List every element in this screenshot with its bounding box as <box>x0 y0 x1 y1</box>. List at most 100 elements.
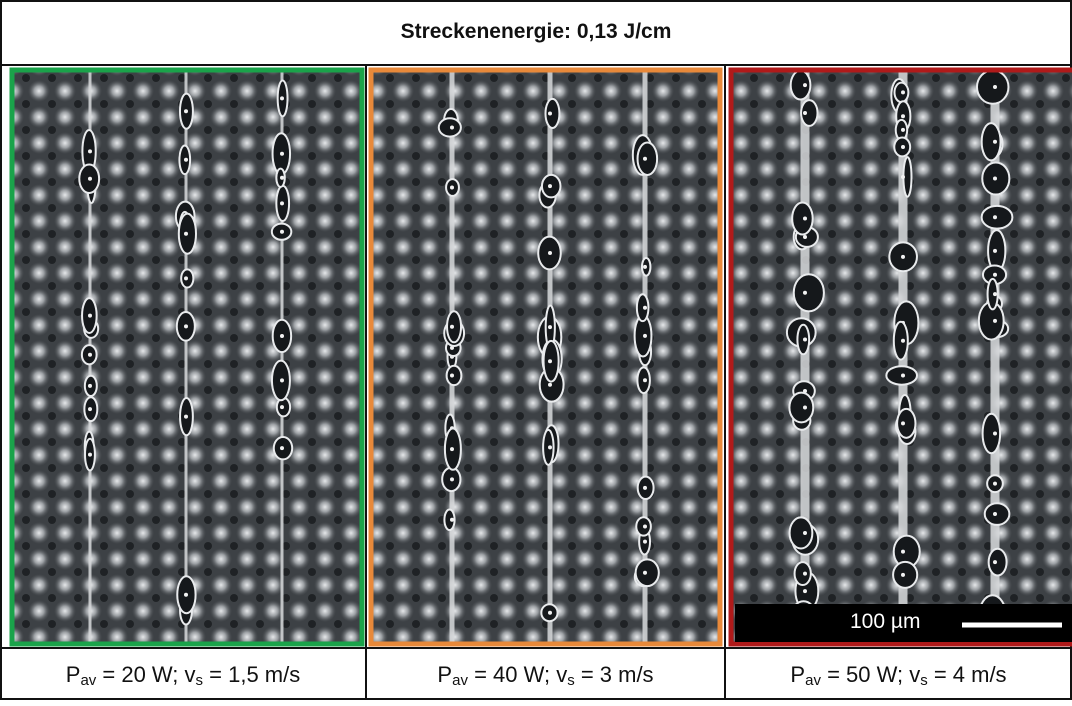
weld-feature <box>643 486 647 490</box>
weld-feature <box>993 140 997 144</box>
weld-feature <box>985 503 1010 525</box>
weld-feature <box>982 123 1001 160</box>
weld-feature <box>803 589 807 593</box>
caption: Pav = 40 W; vs = 3 m/s <box>366 650 725 700</box>
caption-subscript: av <box>80 672 96 689</box>
weld-feature <box>803 291 807 295</box>
weld-feature <box>993 560 997 564</box>
caption-subscript: s <box>920 672 928 689</box>
weld-feature <box>993 249 997 253</box>
weld-feature <box>280 378 284 382</box>
weld-feature <box>280 96 284 100</box>
weld-feature <box>993 273 997 277</box>
weld-feature <box>280 176 284 180</box>
weld-feature <box>803 572 807 576</box>
weld-feature <box>450 125 454 129</box>
weld-feature <box>548 251 552 255</box>
caption-part: = 4 m/s <box>928 662 1007 687</box>
weld-feature <box>643 306 647 310</box>
weld-feature <box>184 324 188 328</box>
weld-feature <box>184 593 188 597</box>
weld-feature <box>901 90 905 94</box>
weld-feature <box>803 531 807 535</box>
figure-graphics <box>0 0 1072 700</box>
weld-feature <box>982 206 1013 229</box>
weld-feature <box>993 319 997 323</box>
weld-feature <box>280 334 284 338</box>
weld-feature <box>88 149 92 153</box>
weld-feature <box>643 157 647 161</box>
weld-feature <box>897 409 915 438</box>
weld-feature <box>993 85 997 89</box>
weld-feature <box>901 145 905 149</box>
weld-feature <box>184 158 188 162</box>
weld-feature <box>450 447 454 451</box>
weld-feature <box>893 562 917 588</box>
weld-feature <box>643 378 647 382</box>
weld-feature <box>450 518 454 522</box>
weld-feature <box>184 232 188 236</box>
weld-feature <box>548 383 552 387</box>
figure: Streckenenergie: 0,13 J/cm Pav = 20 W; v… <box>0 0 1072 700</box>
weld-feature <box>450 373 454 377</box>
weld-feature <box>901 175 905 179</box>
weld-feature <box>789 393 813 423</box>
weld-feature <box>803 216 807 220</box>
weld-feature <box>548 611 552 615</box>
caption-subscript: av <box>452 672 468 689</box>
caption-subscript: av <box>805 672 821 689</box>
weld-feature <box>901 339 905 343</box>
weld-feature <box>901 128 905 132</box>
caption-part: = 1,5 m/s <box>203 662 300 687</box>
weld-feature <box>901 573 905 577</box>
scale-bar-label: 100 µm <box>850 610 920 634</box>
weld-feature <box>280 201 284 205</box>
weld-feature <box>791 71 811 100</box>
weld-feature <box>643 540 647 544</box>
weld-feature <box>88 453 92 457</box>
weld-feature <box>280 230 284 234</box>
weld-feature <box>548 445 552 449</box>
weld-feature <box>993 215 997 219</box>
caption-part: = 20 W; v <box>96 662 195 687</box>
figure-title: Streckenenergie: 0,13 J/cm <box>0 0 1072 64</box>
weld-feature <box>184 276 188 280</box>
weld-feature <box>450 477 454 481</box>
caption-part: = 40 W; v <box>468 662 567 687</box>
weld-feature <box>548 184 552 188</box>
caption-subscript: s <box>196 672 204 689</box>
weld-feature <box>548 359 552 363</box>
weld-feature <box>280 405 284 409</box>
weld-feature <box>548 325 552 329</box>
weld-feature <box>977 70 1008 103</box>
weld-feature <box>546 99 560 128</box>
weld-feature <box>803 406 807 410</box>
weld-feature <box>983 414 1001 454</box>
caption-part: P <box>437 662 452 687</box>
weld-feature <box>450 325 454 329</box>
weld-feature <box>901 114 905 118</box>
weld-feature <box>792 203 813 235</box>
weld-feature <box>993 482 997 486</box>
weld-feature <box>794 274 824 311</box>
weld-feature <box>795 562 811 585</box>
weld-feature <box>643 524 647 528</box>
caption-subscript: s <box>567 672 575 689</box>
weld-feature <box>447 311 461 342</box>
weld-feature <box>88 407 92 411</box>
weld-feature <box>894 322 908 360</box>
weld-feature <box>790 517 813 548</box>
weld-feature <box>184 415 188 419</box>
weld-feature <box>636 559 659 586</box>
caption: Pav = 50 W; vs = 4 m/s <box>725 650 1072 700</box>
weld-feature <box>989 549 1007 576</box>
weld-feature <box>643 571 647 575</box>
weld-feature <box>803 111 807 115</box>
weld-feature <box>803 338 807 342</box>
weld-feature <box>901 255 905 259</box>
weld-feature <box>643 265 647 269</box>
weld-feature <box>803 235 807 239</box>
weld-feature <box>439 118 461 136</box>
weld-feature <box>638 142 658 174</box>
weld-feature <box>548 111 552 115</box>
